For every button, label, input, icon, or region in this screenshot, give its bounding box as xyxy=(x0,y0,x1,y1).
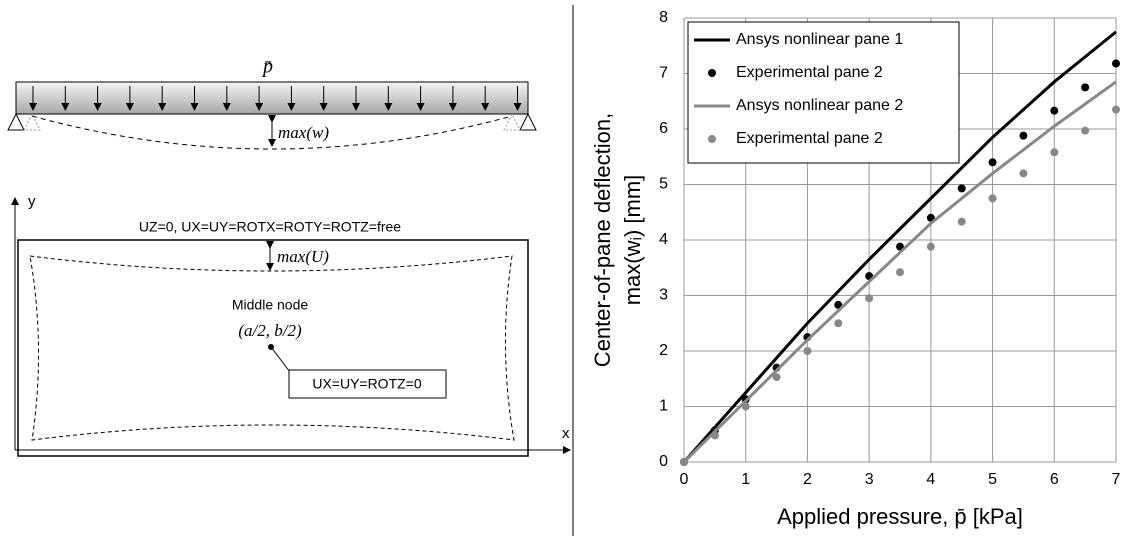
legend-marker xyxy=(708,135,716,143)
diagram: p̄ max(w) y x UZ=0, UX=UY=ROTX=ROTY=ROTZ… xyxy=(7,56,571,457)
legend-label: Ansys nonlinear pane 2 xyxy=(736,97,903,114)
y-tick-label: 0 xyxy=(659,453,668,470)
y-axis-title: max(wᵢ) [mm] xyxy=(620,175,645,306)
deformed-supports xyxy=(23,112,521,131)
data-point xyxy=(1081,83,1090,92)
legend-label: Experimental pane 2 xyxy=(736,130,883,147)
pane xyxy=(17,239,529,457)
x-tick-label: 4 xyxy=(926,471,935,488)
deformed-pane xyxy=(29,255,515,441)
leader xyxy=(270,346,291,373)
max-w-label: max(w) xyxy=(278,123,329,142)
x-tick-label: 1 xyxy=(741,471,750,488)
y-tick-label: 5 xyxy=(659,176,668,193)
data-point xyxy=(957,217,966,226)
node-bc-box xyxy=(288,369,447,399)
data-point xyxy=(772,373,781,382)
data-point xyxy=(741,402,750,411)
x-tick-label: 6 xyxy=(1050,471,1059,488)
data-point xyxy=(680,458,688,466)
y-tick-label: 7 xyxy=(659,65,668,82)
max-u-label: max(U) xyxy=(277,247,329,266)
y-tick-label: 6 xyxy=(659,120,668,137)
y-tick-label: 1 xyxy=(659,398,668,415)
data-point xyxy=(1019,169,1028,178)
legend-marker xyxy=(708,69,716,77)
legend-box xyxy=(687,21,960,164)
series-line xyxy=(682,80,1117,464)
deflected-shape xyxy=(31,115,513,150)
x-axis-title: Applied pressure, p̄ [kPa] xyxy=(777,504,1023,529)
series-line xyxy=(682,30,1117,463)
data-point xyxy=(710,431,719,440)
data-point xyxy=(926,213,935,222)
node-bc-label: UX=UY=ROTZ=0 xyxy=(312,376,422,392)
y-tick-label: 4 xyxy=(659,231,668,248)
beam xyxy=(15,81,529,115)
supports xyxy=(7,112,537,131)
chart: 0 1 2 3 4 5 6 7 0 1 2 3 4 5 6 7 8 Applied pressure, p̄ [k… xyxy=(590,9,1121,529)
coords-label: (a/2, b/2) xyxy=(238,321,302,340)
load-arrows xyxy=(29,86,522,111)
data-point xyxy=(1050,148,1059,157)
data-point xyxy=(1019,131,1028,140)
middle-node-label: Middle node xyxy=(232,297,308,313)
data-point xyxy=(803,347,812,355)
x-tick-label: 2 xyxy=(803,471,812,488)
data-point xyxy=(988,158,997,167)
x-tick-label: 5 xyxy=(988,471,997,488)
x-tick-label: 0 xyxy=(680,471,689,488)
load-label: p̄ xyxy=(261,56,273,78)
x-tick-label: 3 xyxy=(865,471,874,488)
data-point xyxy=(1112,59,1120,68)
x-tick-label: 7 xyxy=(1112,471,1121,488)
y-tick-label: 2 xyxy=(659,342,668,359)
data-point xyxy=(865,294,874,303)
data-point xyxy=(926,242,935,251)
data-point xyxy=(1112,105,1120,114)
y-axis-title: Center-of-pane deflection, xyxy=(590,113,615,367)
y-tick-label: 8 xyxy=(659,9,668,26)
y-tick-label: 3 xyxy=(659,287,668,304)
data-point xyxy=(1081,126,1090,135)
y-axis-label: y xyxy=(28,193,36,210)
data-point xyxy=(896,268,904,277)
legend-label: Ansys nonlinear pane 1 xyxy=(736,31,903,48)
data-point xyxy=(988,194,997,203)
data-point xyxy=(1050,106,1059,115)
data-point xyxy=(834,319,843,328)
boundary-label: UZ=0, UX=UY=ROTX=ROTY=ROTZ=free xyxy=(139,219,401,235)
data-point xyxy=(957,184,966,193)
legend-label: Experimental pane 2 xyxy=(736,64,883,81)
x-axis-label: x xyxy=(562,425,570,442)
